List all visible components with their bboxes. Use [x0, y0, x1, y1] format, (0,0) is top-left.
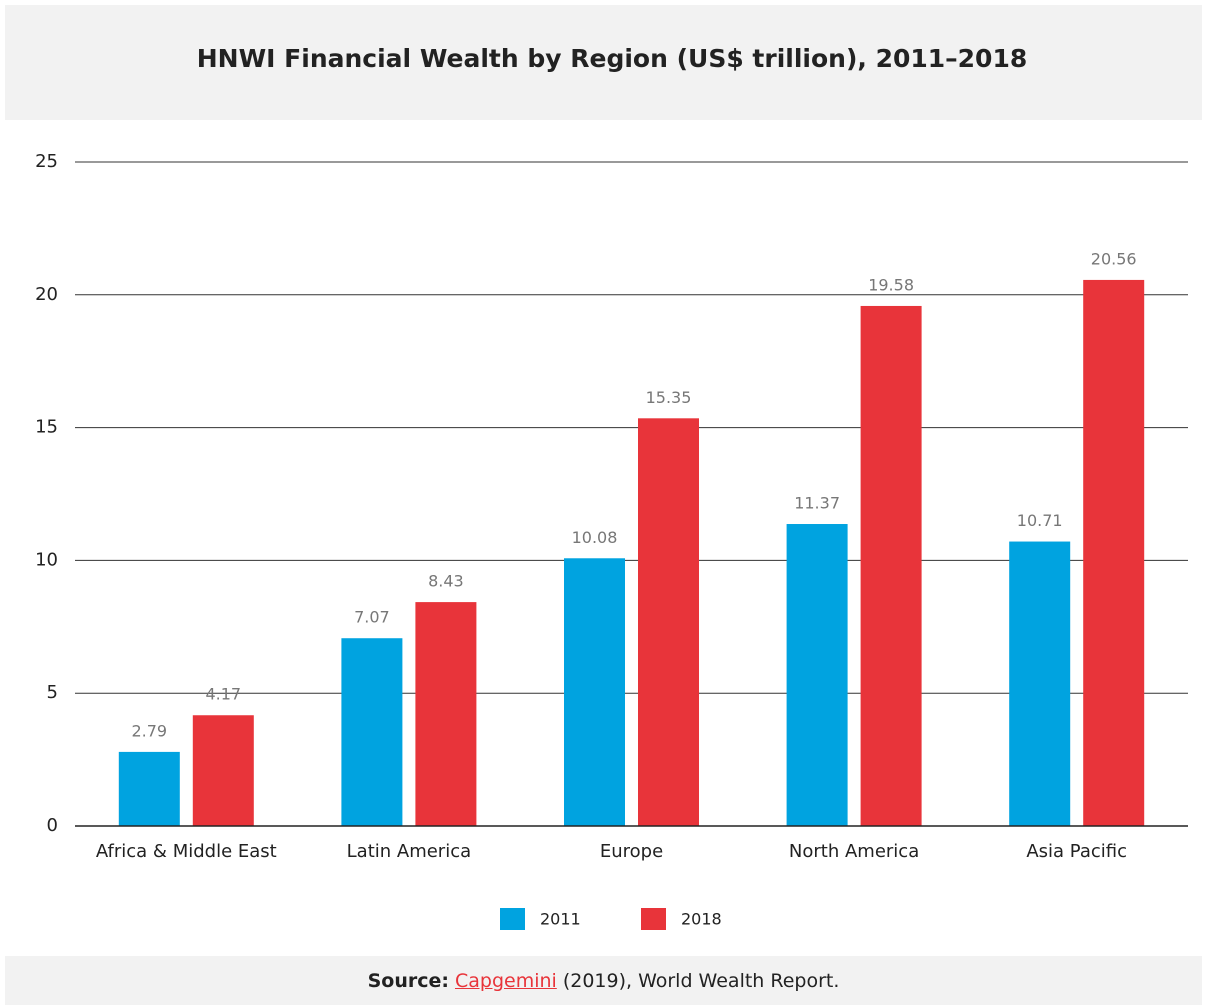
x-tick-label: Africa & Middle East — [96, 841, 277, 862]
x-tick-label: North America — [789, 841, 919, 862]
y-tick-label: 15 — [35, 417, 58, 438]
value-label: 10.71 — [1017, 511, 1063, 530]
value-label: 15.35 — [646, 388, 692, 407]
legend-label: 2018 — [681, 910, 722, 929]
bar — [192, 715, 254, 826]
bar — [1083, 279, 1145, 826]
value-label: 19.58 — [868, 275, 914, 294]
bar — [341, 638, 403, 826]
legend-swatch — [641, 908, 666, 930]
bar — [415, 602, 477, 826]
chart: HNWI Financial Wealth by Region (US$ tri… — [5, 5, 1202, 930]
x-tick-label: Europe — [600, 841, 663, 862]
source-label: Source: — [367, 969, 449, 992]
value-label: 8.43 — [428, 572, 464, 591]
bar — [1009, 541, 1071, 826]
x-tick-label: Latin America — [347, 841, 472, 862]
value-label: 4.17 — [205, 685, 241, 704]
chart-title: HNWI Financial Wealth by Region (US$ tri… — [197, 44, 1028, 73]
bar — [786, 524, 848, 826]
y-tick-label: 10 — [35, 549, 58, 570]
bar — [118, 751, 180, 826]
bar — [860, 305, 922, 826]
y-tick-label: 25 — [35, 151, 58, 172]
source-text: (2019), World Wealth Report. — [562, 969, 840, 992]
value-label: 2.79 — [131, 721, 167, 740]
legend-swatch — [500, 908, 525, 930]
bar — [564, 558, 625, 826]
footer: Source: Capgemini (2019), World Wealth R… — [5, 956, 1202, 1005]
bar — [638, 418, 699, 826]
y-tick-label: 5 — [47, 682, 58, 703]
x-tick-label: Asia Pacific — [1026, 841, 1127, 862]
value-label: 11.37 — [794, 494, 840, 513]
y-tick-label: 20 — [35, 284, 58, 305]
y-tick-label: 0 — [47, 815, 58, 836]
value-label: 10.08 — [572, 528, 618, 547]
header-band — [5, 5, 1202, 120]
value-label: 20.56 — [1091, 249, 1137, 268]
legend-label: 2011 — [540, 910, 581, 929]
value-label: 7.07 — [354, 608, 390, 627]
source-link[interactable]: Capgemini — [454, 969, 557, 992]
